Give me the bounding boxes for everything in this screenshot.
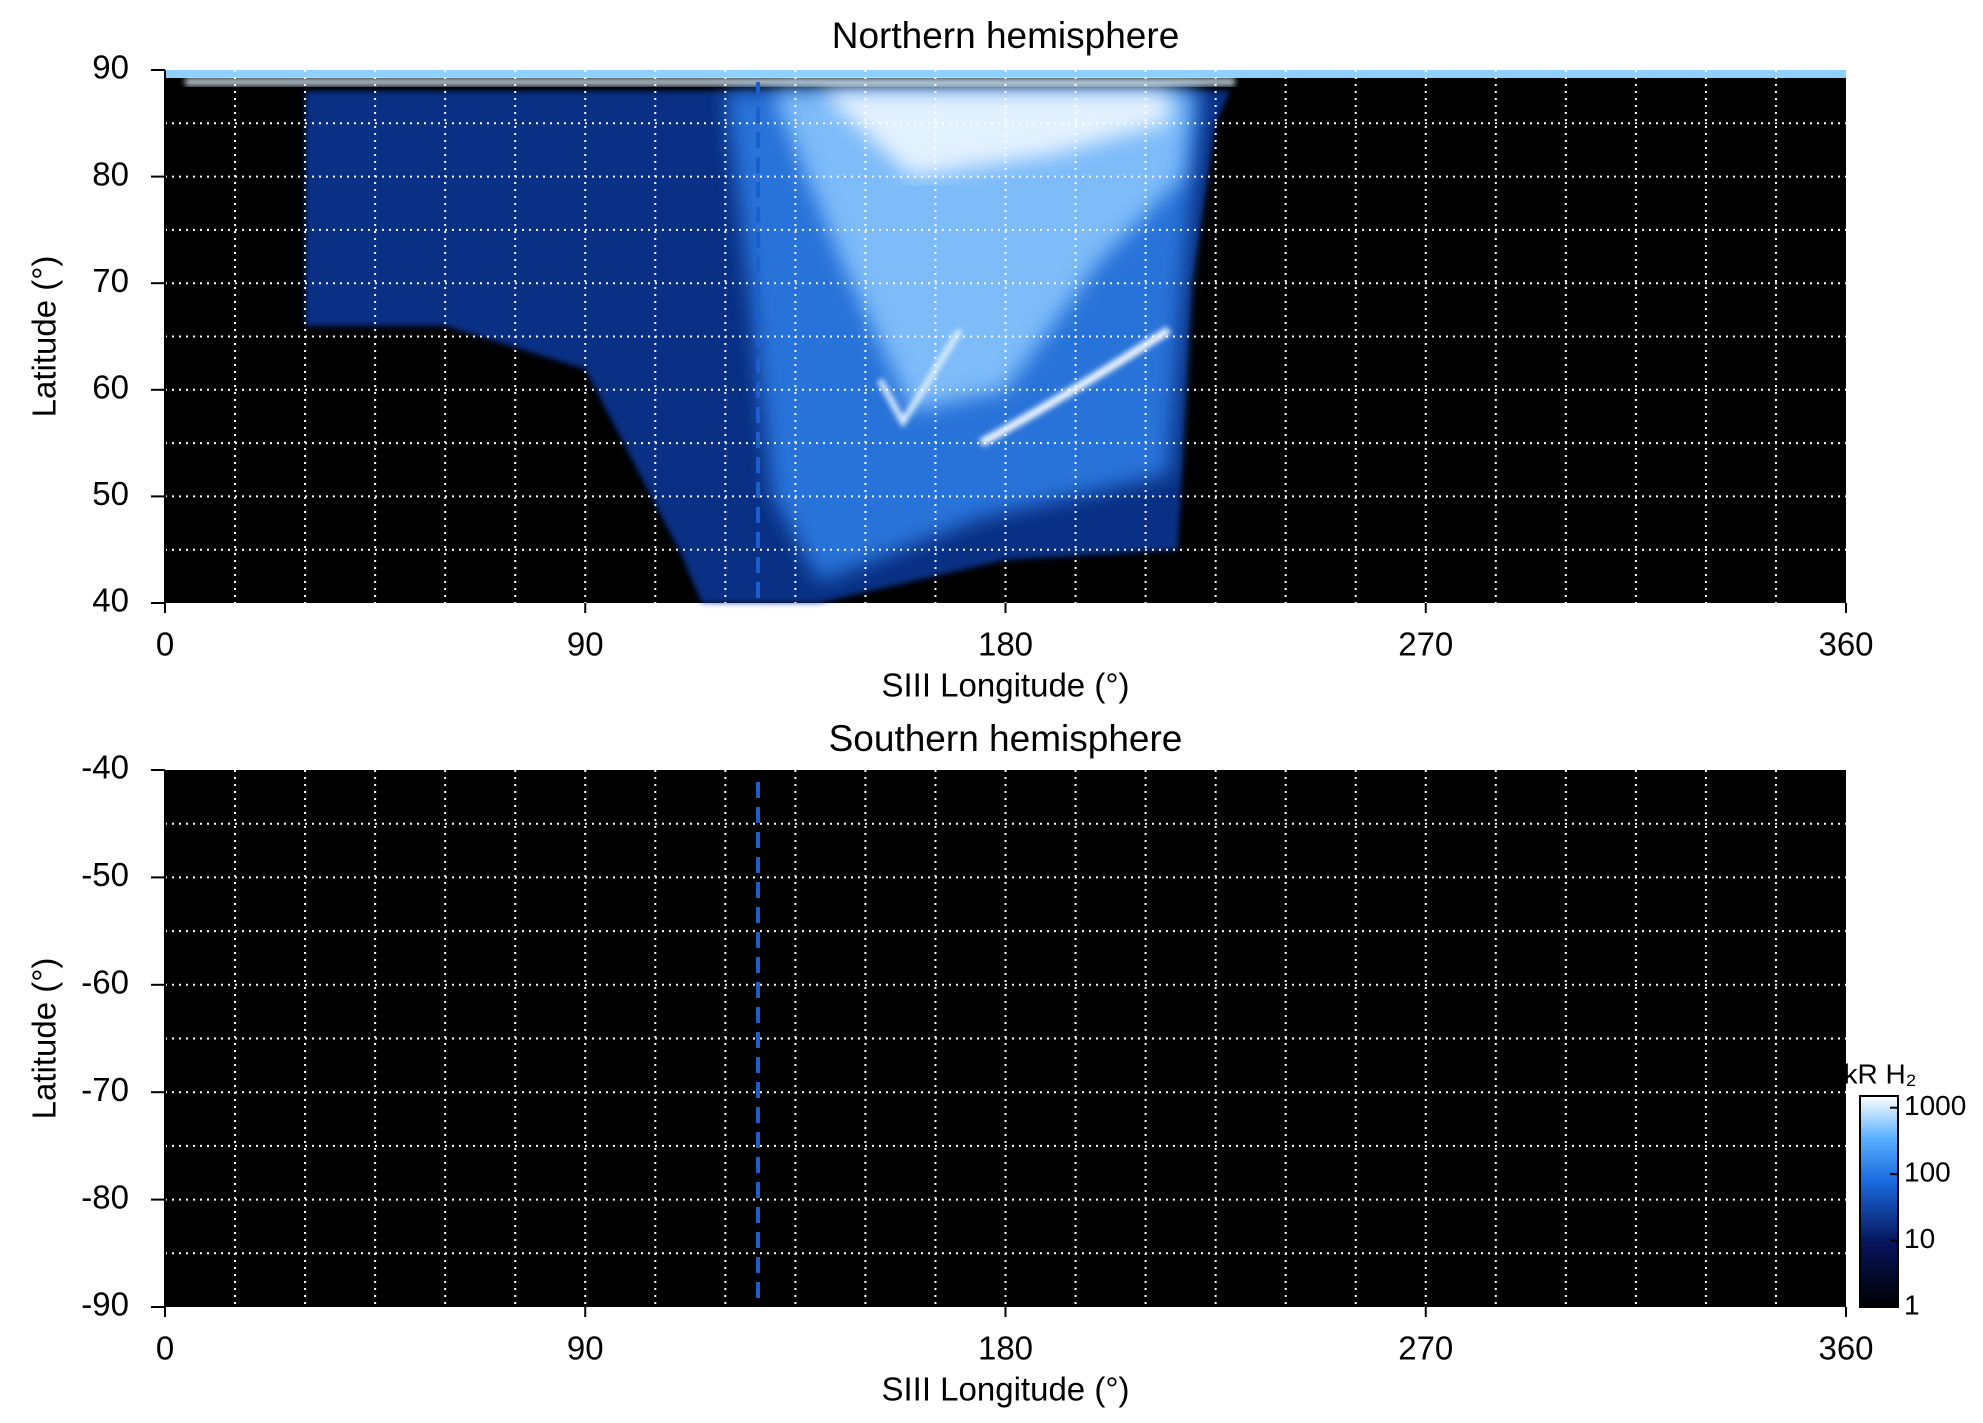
chart-title: Northern hemisphere xyxy=(832,15,1180,56)
x-tick-label: 90 xyxy=(567,626,604,663)
x-tick-label: 270 xyxy=(1398,1330,1453,1367)
x-tick-label: 270 xyxy=(1398,626,1453,663)
x-tick-label: 90 xyxy=(567,1330,604,1367)
emission-band xyxy=(165,70,1846,78)
y-tick-label: -50 xyxy=(81,856,129,893)
colorbar-label: kR H₂ xyxy=(1843,1058,1916,1089)
y-tick-label: 90 xyxy=(92,49,129,86)
y-tick-label: -90 xyxy=(81,1286,129,1323)
colorbar-tick-label: 1 xyxy=(1904,1289,1920,1320)
y-tick-label: -60 xyxy=(81,964,129,1001)
y-tick-label: 40 xyxy=(92,582,129,619)
emission-band xyxy=(185,78,1235,86)
y-tick-label: -40 xyxy=(81,749,129,786)
chart-title: Southern hemisphere xyxy=(829,718,1183,759)
colorbar-tick-label: 1000 xyxy=(1904,1090,1966,1121)
x-axis-label: SIII Longitude (°) xyxy=(882,1371,1130,1408)
y-tick-label: 80 xyxy=(92,155,129,192)
x-tick-label: 0 xyxy=(156,1330,174,1367)
y-axis-label: Latitude (°) xyxy=(26,256,63,418)
emission-core xyxy=(819,91,1169,177)
y-tick-label: 60 xyxy=(92,369,129,406)
y-tick-label: 50 xyxy=(92,475,129,512)
colorbar xyxy=(1859,1095,1899,1308)
y-tick-label: -80 xyxy=(81,1178,129,1215)
y-tick-label: -70 xyxy=(81,1071,129,1108)
emission-arc xyxy=(979,326,1172,447)
x-tick-label: 360 xyxy=(1818,626,1873,663)
x-tick-label: 0 xyxy=(156,626,174,663)
colorbar-tick-label: 10 xyxy=(1904,1223,1935,1254)
y-axis-label: Latitude (°) xyxy=(26,958,63,1120)
emission-arc xyxy=(877,328,963,428)
colorbar-tick-label: 100 xyxy=(1904,1157,1951,1188)
x-tick-label: 180 xyxy=(978,626,1033,663)
x-axis-label: SIII Longitude (°) xyxy=(882,667,1130,704)
x-tick-label: 180 xyxy=(978,1330,1033,1367)
emission-bright xyxy=(772,91,1192,411)
y-tick-label: 70 xyxy=(92,262,129,299)
x-tick-label: 360 xyxy=(1818,1330,1873,1367)
